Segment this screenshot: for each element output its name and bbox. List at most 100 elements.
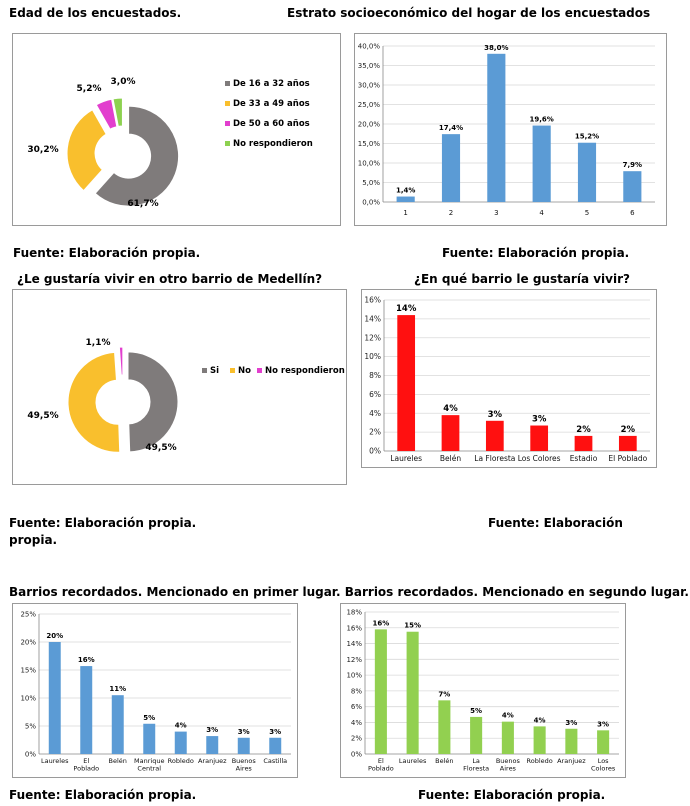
y-tick-label: 8% — [369, 371, 381, 380]
x-tick-label: El Poblado — [73, 757, 99, 773]
bar-value-label: 3% — [238, 728, 250, 736]
bar-value-label: 2% — [576, 425, 591, 435]
bar — [111, 695, 124, 754]
x-tick-label: Laureles — [390, 454, 422, 463]
x-tick-label: Manrique Central — [134, 757, 164, 773]
bar-value-label: 4% — [534, 716, 546, 724]
bar — [48, 642, 61, 754]
bar — [143, 723, 156, 754]
legend-label: No respondieron — [265, 366, 345, 376]
bar-value-label: 20% — [46, 632, 63, 640]
y-tick-label: 18% — [346, 609, 362, 617]
bar-value-label: 3% — [488, 410, 503, 420]
bar — [396, 196, 415, 202]
x-tick-label: 3 — [494, 209, 498, 217]
bar — [406, 631, 419, 754]
x-tick-label: Castilla — [263, 757, 287, 765]
bar-value-label: 3% — [597, 720, 609, 728]
chart-estrato-panel: 0,0% 5,0% 10,0% 15,0% 20,0% 25,0% 30,0% 35,0% 40… — [354, 33, 667, 226]
pie-slice — [118, 346, 124, 376]
y-tick-label: 16% — [364, 296, 381, 305]
y-tick-label: 0% — [351, 751, 362, 759]
bar — [80, 666, 93, 754]
y-tick-label: 16% — [346, 624, 362, 632]
x-tick-label: El Poblado — [368, 757, 394, 773]
bar — [532, 125, 551, 202]
pie-slice — [66, 109, 107, 192]
bar-value-label: 16% — [372, 619, 389, 627]
heading-estrato: Estrato socioeconómico del hogar de los … — [287, 6, 651, 20]
y-tick-label: 10% — [20, 695, 36, 703]
y-tick-label: 15,0% — [358, 140, 381, 148]
bar-value-label: 4% — [443, 404, 458, 414]
x-tick-label: Buenos Aires — [232, 757, 257, 773]
x-tick-label: Laureles — [399, 757, 427, 765]
bar — [174, 731, 187, 754]
bar — [530, 425, 549, 451]
bar-value-label: 3% — [206, 726, 218, 734]
heading-edad: Edad de los encuestados. — [9, 6, 182, 20]
source-note-gustaria-cont: propia. — [9, 533, 58, 547]
y-tick-label: 2% — [351, 735, 362, 743]
y-tick-label: 30,0% — [358, 82, 381, 90]
y-tick-label: 14% — [346, 640, 362, 648]
chart-que-barrio: 0% 2% 4% 6% 8% 10% 12% 14% 16% 14% Laureles 4% Belén… — [364, 296, 650, 463]
x-tick-label: Estadio — [570, 454, 598, 463]
bar-value-label: 19,6% — [530, 116, 554, 124]
y-tick-label: 6% — [369, 390, 381, 399]
bar — [237, 737, 250, 754]
pie-value-label: 49,5% — [27, 411, 58, 421]
x-tick-label: 4 — [539, 209, 544, 217]
bar-value-label: 38,0% — [484, 44, 508, 52]
legend-label: Si — [210, 366, 219, 376]
pie-value-label: 1,1% — [86, 338, 111, 348]
legend-swatch — [225, 101, 230, 106]
y-tick-label: 6% — [351, 703, 362, 711]
x-tick-label: 2 — [449, 209, 453, 217]
legend-swatch — [225, 81, 230, 86]
bar-value-label: 5% — [470, 707, 482, 715]
pie-value-label: 49,5% — [145, 443, 176, 453]
bar — [577, 142, 597, 202]
bar — [441, 134, 461, 202]
bar — [206, 736, 219, 754]
bar — [533, 726, 546, 754]
chart-edad-panel: 61,7% 30,2% 5,2% 3,0% De 16 a 32 años De 33 a… — [12, 33, 341, 226]
y-tick-label: 0% — [25, 751, 36, 759]
bar — [501, 721, 514, 754]
pie-value-label: 5,2% — [77, 84, 102, 94]
y-tick-label: 20,0% — [358, 121, 381, 129]
y-tick-label: 5% — [25, 723, 36, 731]
x-tick-label: Belén — [109, 757, 127, 765]
heading-que-barrio: ¿En qué barrio le gustaría vivir? — [414, 272, 630, 286]
bar-value-label: 11% — [109, 685, 126, 693]
bar-value-label: 5% — [143, 714, 155, 722]
x-tick-label: Belén — [435, 757, 453, 765]
y-tick-label: 2% — [369, 428, 381, 437]
source-note-estrato: Fuente: Elaboración propia. — [442, 246, 630, 260]
bar-value-label: 15,2% — [575, 133, 599, 141]
chart-primer-panel: 0% 5% 10% 15% 20% 25% 20% Laureles 16% El Poblado 1… — [12, 603, 298, 778]
legend-label: De 16 a 32 años — [233, 79, 310, 89]
y-tick-label: 35,0% — [358, 62, 381, 70]
bar — [597, 730, 610, 754]
y-tick-label: 0,0% — [362, 199, 380, 207]
bar-value-label: 14% — [396, 304, 417, 314]
pie-slice — [112, 97, 123, 128]
y-tick-label: 20% — [20, 639, 36, 647]
y-tick-label: 15% — [20, 667, 36, 675]
x-tick-label: Robledo — [527, 757, 553, 765]
y-tick-label: 12% — [346, 656, 362, 664]
pie-slice — [95, 98, 118, 130]
source-note-primer: Fuente: Elaboración propia. — [9, 788, 197, 802]
source-note-gustaria: Fuente: Elaboración propia. — [9, 516, 197, 530]
x-tick-label: Belén — [440, 454, 461, 463]
x-tick-label: 1 — [403, 209, 407, 217]
chart-primer: 0% 5% 10% 15% 20% 25% 20% Laureles 16% El Poblado 1… — [20, 611, 291, 773]
bar-value-label: 16% — [78, 656, 95, 664]
pie-slice — [67, 351, 121, 453]
bar-value-label: 4% — [502, 712, 514, 720]
chart-gustaria-panel: 49,5% 49,5% 1,1% Si No No respondieron — [12, 289, 347, 485]
bar — [565, 728, 578, 754]
bar — [438, 700, 451, 754]
